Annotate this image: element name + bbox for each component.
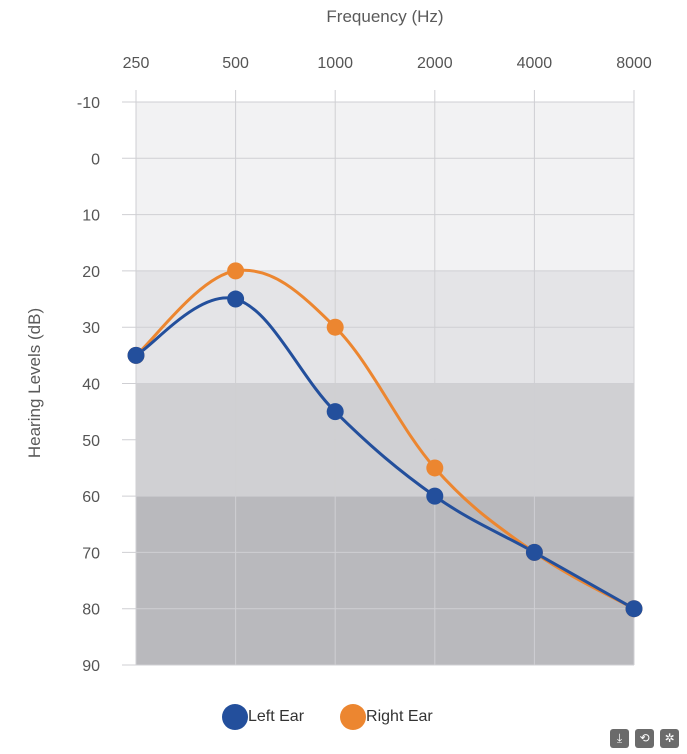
y-axis-title: Hearing Levels (dB): [25, 308, 44, 458]
share-icon[interactable]: ⟲: [635, 729, 654, 748]
y-tick-label: 70: [82, 545, 100, 562]
y-tick-label: 80: [82, 602, 100, 619]
y-tick-label: 90: [82, 658, 100, 675]
data-point-left-ear[interactable]: [127, 346, 145, 364]
x-tick-label: 8000: [616, 55, 652, 72]
legend-label-right-ear: Right Ear: [366, 708, 433, 725]
data-point-left-ear[interactable]: [525, 543, 543, 561]
data-point-right-ear[interactable]: [426, 459, 444, 477]
y-tick-label: 40: [82, 377, 100, 394]
series-points: [127, 262, 643, 618]
data-point-right-ear[interactable]: [326, 318, 344, 336]
legend-label-left-ear: Left Ear: [248, 708, 305, 725]
chart-toolbar: ⤓ ⟲ ✲: [610, 729, 679, 748]
legend: Left Ear Right Ear: [222, 704, 441, 730]
y-tick-label: 60: [82, 489, 100, 506]
band-0: [136, 102, 634, 271]
legend-item-right-ear[interactable]: Right Ear: [340, 704, 433, 730]
data-point-left-ear[interactable]: [326, 403, 344, 421]
settings-icon[interactable]: ✲: [660, 729, 679, 748]
legend-swatch-left-ear: [222, 704, 248, 730]
x-tick-label: 2000: [417, 55, 453, 72]
y-tick-label: 30: [82, 320, 100, 337]
y-tick-labels: -10 0 10 20 30 40 50 60 70 80 90: [77, 95, 100, 675]
y-tick-label: 50: [82, 433, 100, 450]
x-tick-label: 500: [222, 55, 249, 72]
y-tick-label: 10: [82, 208, 100, 225]
y-tick-label: -10: [77, 95, 100, 112]
y-tick-label: 20: [82, 264, 100, 281]
data-point-left-ear[interactable]: [625, 600, 643, 618]
data-point-right-ear[interactable]: [227, 262, 245, 280]
x-axis-title: Frequency (Hz): [326, 7, 443, 26]
x-tick-label: 1000: [317, 55, 353, 72]
band-3: [136, 496, 634, 665]
legend-item-left-ear[interactable]: Left Ear: [222, 704, 304, 730]
data-point-left-ear[interactable]: [227, 290, 245, 308]
data-point-left-ear[interactable]: [426, 487, 444, 505]
download-icon[interactable]: ⤓: [610, 729, 629, 748]
legend-swatch-right-ear: [340, 704, 367, 730]
x-tick-label: 250: [123, 55, 150, 72]
y-tick-label: 0: [91, 151, 100, 168]
x-tick-label: 4000: [517, 55, 553, 72]
x-tick-labels: 250 500 1000 2000 4000 8000: [123, 55, 652, 72]
